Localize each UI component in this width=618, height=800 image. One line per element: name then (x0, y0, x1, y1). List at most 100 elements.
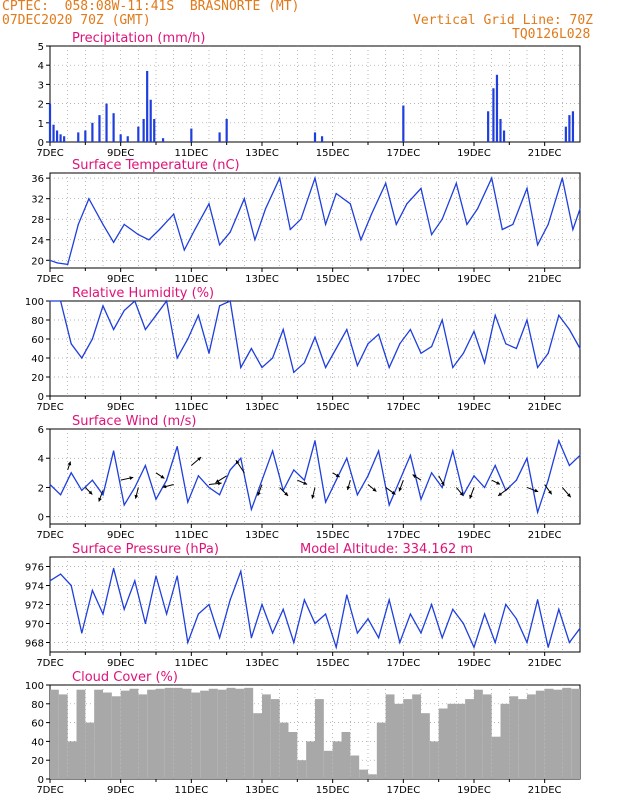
x-tick-label: 19DEC (457, 274, 491, 285)
precip-bar (502, 130, 506, 142)
precip-bar (77, 132, 80, 142)
wind-arrow-head (162, 484, 167, 489)
cloud-bar (173, 687, 183, 779)
series-point (60, 573, 62, 575)
series-point (91, 479, 93, 481)
series-point (370, 213, 373, 215)
series-point (102, 305, 104, 307)
wind-arrow-head (160, 474, 165, 479)
series-point (155, 575, 157, 577)
series-point (512, 223, 514, 225)
cloud-bar (412, 694, 421, 779)
cloud-bar (350, 755, 360, 779)
precip-bar (63, 136, 66, 142)
series-point (547, 352, 549, 354)
series-point (547, 479, 549, 481)
series-point (70, 472, 72, 474)
precip-bar (91, 122, 94, 142)
series-point (420, 498, 422, 500)
x-tick-label: 17DEC (386, 148, 420, 159)
x-tick-label: 17DEC (386, 402, 420, 413)
cloud-bar (491, 736, 501, 779)
series-point (187, 501, 189, 503)
x-tick-label: 7DEC (36, 658, 63, 669)
series-point (250, 508, 252, 510)
cloud-bar (76, 689, 86, 779)
series-point (526, 457, 528, 459)
series-point (229, 599, 231, 601)
x-tick-label: 13DEC (245, 658, 279, 669)
series-point (155, 314, 157, 316)
x-tick-label: 21DEC (528, 148, 562, 159)
x-tick-label: 21DEC (528, 785, 562, 796)
series-point (49, 483, 51, 486)
wind-arrow-head (303, 481, 308, 485)
series-point (388, 366, 390, 369)
series-point (568, 641, 571, 644)
wind-arrow-head (311, 494, 315, 499)
series-point (123, 608, 125, 610)
x-tick-label: 19DEC (457, 148, 491, 159)
cloud-bar (544, 688, 554, 779)
series-point (81, 489, 83, 491)
series-point (441, 637, 443, 639)
x-tick-label: 13DEC (245, 785, 279, 796)
x-tick-label: 13DEC (245, 402, 279, 413)
panel-title: Precipitation (mm/h) (72, 31, 205, 46)
series-point (501, 228, 503, 231)
series-point (197, 613, 199, 615)
series-point (406, 203, 408, 205)
x-tick-label: 9DEC (107, 530, 134, 541)
series-point (385, 182, 387, 184)
series-point (219, 637, 221, 639)
series-point (431, 234, 433, 236)
y-tick-label: 28 (31, 215, 44, 226)
series-point (282, 608, 284, 610)
cloud-bar (438, 708, 448, 779)
series-point (208, 603, 210, 606)
x-tick-label: 19DEC (457, 658, 491, 669)
cloud-bar (571, 688, 580, 779)
series-point (346, 457, 348, 459)
precip-bar (112, 113, 115, 142)
cloud-bar (191, 692, 201, 779)
series-point (515, 479, 518, 481)
series-point (335, 347, 337, 350)
series-point (144, 328, 146, 331)
cloud-bar (465, 699, 474, 779)
precip-bar (190, 128, 193, 142)
series-point (547, 223, 549, 225)
series-point (395, 223, 397, 225)
precip-bar (84, 130, 87, 142)
cloud-bar (394, 703, 404, 779)
series-point (229, 469, 231, 471)
x-tick-label: 17DEC (386, 658, 420, 669)
series-point (356, 632, 358, 634)
precip-bar (571, 111, 575, 142)
wind-arrow-head (372, 487, 377, 492)
series-point (452, 450, 454, 452)
y-tick-label: 0 (38, 392, 44, 403)
series-point (303, 479, 305, 481)
x-tick-label: 13DEC (245, 148, 279, 159)
series-point (367, 618, 369, 620)
cloud-bar (182, 688, 192, 779)
series-point (113, 450, 115, 452)
series-point (399, 479, 401, 481)
y-tick-label: 20 (31, 256, 44, 267)
series-point (325, 223, 327, 225)
series-point (537, 366, 539, 369)
series-point (314, 177, 316, 179)
cloud-bar (500, 703, 510, 779)
x-tick-label: 11DEC (174, 785, 208, 796)
y-tick-label: 4 (38, 454, 44, 465)
series-point (314, 336, 316, 338)
x-tick-label: 11DEC (174, 658, 208, 669)
x-tick-label: 19DEC (457, 530, 491, 541)
series-point (335, 646, 337, 648)
x-tick-label: 13DEC (245, 530, 279, 541)
series-point (91, 589, 93, 591)
y-tick-label: 60 (31, 335, 44, 346)
series-point (346, 328, 348, 331)
